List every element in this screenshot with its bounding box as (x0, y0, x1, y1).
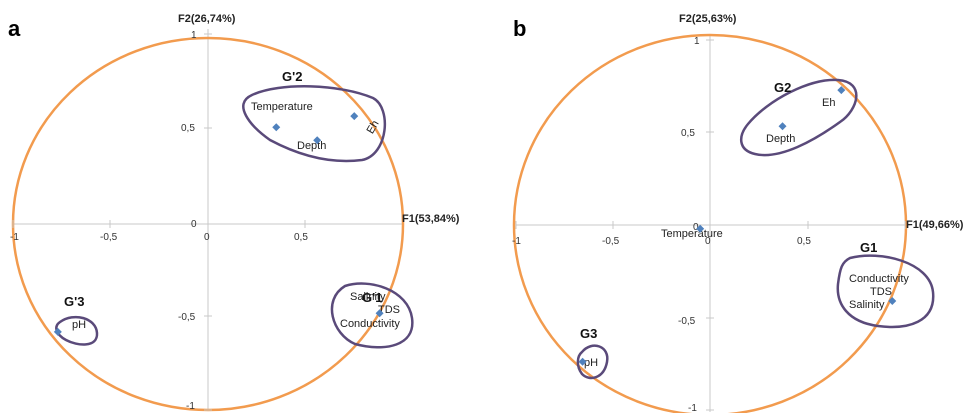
panel-b-points (578, 86, 897, 366)
panel-b-xtick: 0,5 (797, 236, 811, 247)
panel-a-point-label: Temperature (251, 101, 313, 113)
panel-a-point-marker (350, 112, 359, 121)
panel-b-ytick: -0,5 (678, 316, 696, 327)
panel-a-ytick: 0,5 (181, 123, 195, 134)
panel-b-point-label: Eh (822, 97, 835, 109)
panel-a-point-marker (272, 123, 281, 132)
panel-b-point-marker (888, 297, 897, 305)
panel-a-xtick: -0,5 (100, 232, 118, 243)
panel-a-ytick: 1 (191, 30, 197, 41)
panel-b-point-label: pH (584, 357, 598, 369)
panel-b-ytick: 0 (693, 222, 699, 233)
panel-a-point-label: Conductivity (340, 318, 400, 330)
panel-b-point-marker (578, 357, 587, 366)
panel-a-group-label: G'2 (282, 69, 302, 84)
panel-a: a -1 -0,5 0 0,5 1 0,5 0 -0,5 -1 F2(26,74… (8, 13, 460, 412)
panel-b-xlabel: F1(49,66%) (906, 219, 964, 231)
panel-b-group-outline (740, 78, 858, 157)
panel-b-point-label: Depth (766, 133, 795, 145)
panel-a-point-label: Eh (365, 118, 382, 136)
panel-b-point-label: TDS (870, 286, 892, 298)
panel-a-group-outline (242, 85, 387, 163)
panel-b-correlation-circle (512, 33, 908, 413)
panel-a-point-label: Salinity (350, 291, 386, 303)
panel-b-point-marker (778, 122, 787, 131)
panel-a-point-label: pH (72, 319, 86, 331)
panel-a-letter: a (8, 16, 21, 41)
panel-b: b -1 -0,5 0 0,5 1 0,5 0 -0,5 -1 F2(25,63… (512, 13, 964, 413)
panel-a-group-label: G'1 (362, 290, 382, 305)
panel-a-point-marker (53, 327, 62, 336)
panel-a-point-marker (313, 136, 322, 145)
panel-a-xtick: 0 (204, 232, 210, 243)
panel-b-group-label: G2 (774, 80, 791, 95)
panel-b-ytick: 0,5 (681, 128, 695, 139)
panel-b-xtick: 0 (705, 236, 711, 247)
panel-b-xtick: -0,5 (602, 236, 620, 247)
panel-a-ylabel: F2(26,74%) (178, 13, 236, 25)
panel-a-ytick: -0,5 (178, 312, 196, 323)
panel-b-ylabel: F2(25,63%) (679, 13, 737, 25)
panel-b-xtick: -1 (512, 236, 521, 247)
panel-a-point-marker (375, 309, 384, 318)
panel-b-ytick: 1 (694, 36, 700, 47)
panel-b-letter: b (513, 16, 526, 41)
panel-a-ytick: 0 (191, 219, 197, 230)
panel-a-group-outline (330, 282, 414, 349)
panel-b-point-marker (837, 86, 846, 95)
panel-b-group-outline (576, 344, 609, 380)
panel-b-point-label: Temperature (661, 228, 723, 240)
panel-a-xtick: 0,5 (294, 232, 308, 243)
panel-a-point-label: Depth (297, 140, 326, 152)
panel-a-point-label: TDS (378, 304, 400, 316)
panel-b-point-marker (696, 224, 705, 233)
panel-b-group-outline (836, 254, 935, 329)
panel-b-ytick: -1 (688, 403, 697, 413)
panel-b-group-label: G1 (860, 240, 877, 255)
panel-b-point-label: Conductivity (849, 273, 909, 285)
panel-a-xlabel: F1(53,84%) (402, 213, 460, 225)
panel-a-group-label: G'3 (64, 294, 84, 309)
panel-b-point-label: Salinity (849, 299, 885, 311)
panel-b-group-label: G3 (580, 326, 597, 341)
panel-a-xtick: -1 (10, 232, 19, 243)
panel-a-points (53, 112, 384, 336)
panel-a-ytick: -1 (186, 401, 195, 412)
